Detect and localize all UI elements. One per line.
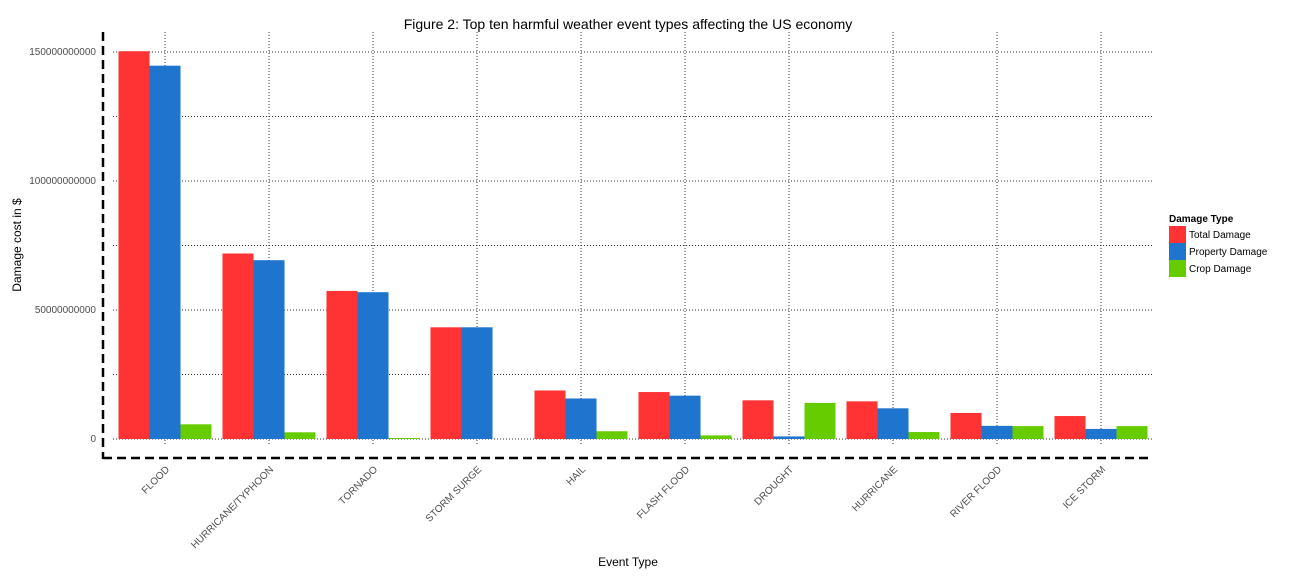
y-tick-label: 0	[90, 434, 96, 445]
x-tick-labels: FLOOD HURRICANE/TYPHOON TORNADO STORM SURGE…	[140, 464, 1108, 551]
legend-title: Damage Type	[1169, 214, 1234, 225]
y-tick-labels: 0 50000000000 100000000000 150000000000	[29, 47, 96, 445]
x-tick-label: HURRICANE	[850, 464, 900, 514]
x-tick-label: STORM SURGE	[424, 464, 485, 525]
x-tick-label: RIVER FLOOD	[948, 464, 1004, 520]
x-tick-label: HAIL	[565, 464, 589, 488]
y-tick-label: 100000000000	[29, 176, 96, 187]
bar-property-damage	[1085, 428, 1117, 439]
bar-property-damage	[253, 260, 285, 439]
bar-total-damage	[326, 290, 358, 439]
bar-property-damage	[565, 398, 597, 439]
x-tick-label: DROUGHT	[753, 464, 797, 508]
legend-swatch	[1169, 226, 1186, 243]
bar-crop-damage	[1116, 426, 1148, 439]
bar-crop-damage	[596, 431, 628, 439]
bar-total-damage	[638, 392, 670, 439]
legend-label: Crop Damage	[1189, 264, 1252, 275]
x-tick-label: FLASH FLOOD	[635, 464, 692, 521]
bars	[118, 51, 1148, 439]
legend-swatch	[1169, 260, 1186, 277]
y-axis-title: Damage cost in $	[10, 198, 24, 292]
bar-property-damage	[357, 292, 389, 439]
x-tick-label: HURRICANE/TYPHOON	[189, 464, 276, 551]
y-tick-label: 150000000000	[29, 47, 96, 58]
bar-property-damage	[461, 327, 493, 439]
bar-total-damage	[118, 51, 150, 439]
x-axis-title: Event Type	[598, 555, 658, 569]
bar-total-damage	[222, 253, 254, 439]
bar-property-damage	[981, 425, 1013, 439]
bar-crop-damage	[804, 402, 836, 439]
bar-total-damage	[534, 390, 566, 439]
bar-total-damage	[846, 401, 878, 439]
bar-total-damage	[742, 400, 774, 439]
bar-crop-damage	[284, 432, 316, 439]
bar-crop-damage	[908, 432, 940, 439]
bar-property-damage	[149, 65, 181, 439]
bar-property-damage	[877, 408, 909, 439]
bar-total-damage	[950, 412, 982, 439]
bar-crop-damage	[700, 435, 732, 439]
legend: Damage Type Total Damage Property Damage C…	[1169, 214, 1268, 277]
x-tick-label: TORNADO	[337, 464, 380, 507]
legend-label: Property Damage	[1189, 247, 1268, 258]
x-tick-label: ICE STORM	[1061, 464, 1108, 511]
chart-title: Figure 2: Top ten harmful weather event …	[404, 16, 853, 32]
bar-total-damage	[430, 327, 462, 439]
x-tick-label: FLOOD	[140, 464, 172, 496]
bar-property-damage	[669, 395, 701, 439]
bar-property-damage	[773, 436, 805, 439]
legend-label: Total Damage	[1189, 230, 1251, 241]
bar-total-damage	[1054, 416, 1086, 439]
bar-crop-damage	[1012, 426, 1044, 439]
y-tick-label: 50000000000	[35, 305, 97, 316]
legend-swatch	[1169, 243, 1186, 260]
bar-crop-damage	[388, 437, 420, 439]
bar-crop-damage	[180, 424, 212, 439]
axes	[101, 32, 1153, 460]
